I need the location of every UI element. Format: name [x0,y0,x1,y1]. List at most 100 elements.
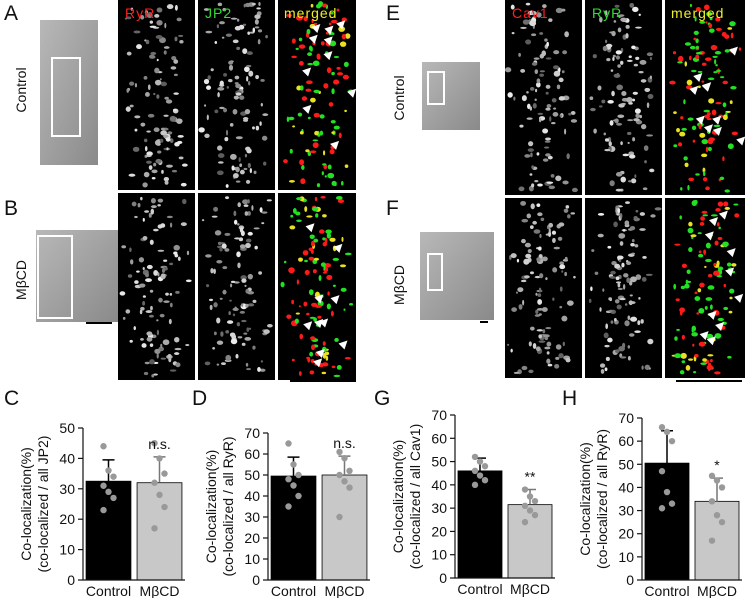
column-label: merged [284,5,337,21]
puncta [211,215,218,218]
puncta [317,315,322,319]
puncta [551,122,556,125]
puncta [142,182,148,188]
puncta [536,152,540,156]
puncta [144,361,150,365]
puncta [327,164,332,170]
puncta [702,177,708,182]
arrowhead [704,231,714,241]
puncta [314,196,318,202]
arrowhead [695,115,705,125]
puncta [336,8,340,12]
puncta [165,137,171,142]
puncta [610,320,614,324]
puncta [255,74,259,80]
puncta [148,165,153,170]
puncta [520,68,526,73]
puncta [143,371,149,376]
puncta [241,278,247,283]
puncta [709,304,713,310]
puncta [160,357,167,360]
data-point [156,491,163,499]
axes [641,418,742,581]
puncta [298,305,301,308]
puncta [634,108,641,114]
puncta [230,283,233,288]
puncta [715,64,718,67]
puncta [330,19,338,24]
puncta [528,341,532,347]
puncta [704,57,712,61]
puncta [644,87,651,92]
puncta [603,332,609,339]
puncta [556,84,561,90]
puncta [538,313,542,316]
data-point [718,518,726,526]
puncta [145,11,148,17]
arrowhead [314,294,324,304]
arrowhead [308,34,318,44]
puncta [151,177,156,180]
puncta [244,336,252,341]
puncta [726,262,732,267]
y-tick-label: 70 [618,410,634,426]
puncta [313,142,319,146]
puncta [214,40,218,44]
puncta [644,160,647,164]
puncta [703,4,710,11]
puncta [611,261,617,266]
puncta [590,107,596,112]
puncta [258,271,263,275]
puncta [693,30,699,36]
puncta [626,96,633,103]
arrowhead [333,243,343,253]
puncta [146,331,153,336]
puncta [243,332,248,335]
puncta [261,222,265,225]
puncta [624,321,628,326]
puncta [153,373,158,376]
puncta [642,187,648,191]
puncta [151,374,155,378]
puncta [244,211,249,216]
puncta [632,98,636,102]
puncta [291,55,297,59]
puncta [231,165,235,171]
puncta [309,234,315,240]
puncta [547,155,553,160]
puncta [684,162,689,168]
puncta [310,249,314,254]
puncta [546,341,552,347]
puncta [602,45,608,52]
puncta [694,16,697,22]
puncta [326,303,331,310]
puncta [540,217,545,222]
puncta [259,121,262,126]
data-point [531,497,539,505]
puncta [558,222,565,227]
puncta [535,309,539,314]
puncta [548,18,553,22]
puncta [223,107,228,113]
puncta [622,284,626,290]
puncta [617,27,622,33]
puncta [634,330,641,333]
puncta [159,313,165,318]
puncta [318,274,322,281]
puncta [243,204,249,207]
puncta [133,326,136,331]
puncta [204,104,207,107]
puncta [620,141,623,146]
puncta [721,31,727,37]
puncta [151,169,158,174]
puncta [617,64,621,68]
puncta [699,132,706,138]
puncta [697,85,701,89]
puncta [715,17,721,22]
puncta [695,38,699,44]
puncta [717,317,724,322]
puncta [176,140,183,145]
puncta [140,15,145,20]
puncta [309,370,315,375]
puncta [531,62,538,66]
